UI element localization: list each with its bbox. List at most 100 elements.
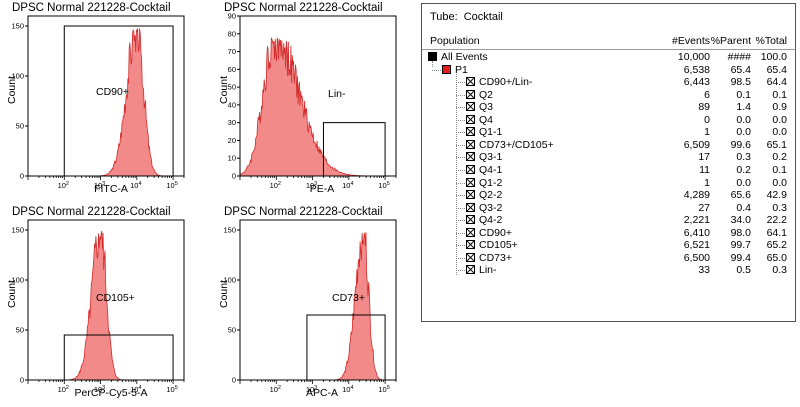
table-row[interactable]: P1 6,538 65.4 65.4 (422, 64, 795, 77)
population-name: Lin- (479, 264, 497, 277)
table-row[interactable]: Q4-1 11 0.2 0.1 (422, 164, 795, 177)
tree-connector (456, 94, 465, 96)
parent-percent-value: 0.2 (736, 163, 751, 176)
x-tick-label: 105 (378, 181, 389, 190)
parent-percent-value: 0.3 (736, 151, 751, 164)
tree-connector (456, 270, 465, 272)
population-hidden-x-icon (466, 252, 475, 262)
total-percent-value: 0.1 (772, 88, 787, 101)
x-tick-label: 104 (342, 385, 353, 394)
population-hidden-x-icon (466, 127, 475, 137)
events-value: 1 (704, 126, 710, 139)
x-tick-label: 105 (166, 385, 177, 394)
tube-label: Tube: (430, 11, 458, 23)
table-row[interactable]: Q4 0 0.0 0.0 (422, 114, 795, 127)
histogram-plot-apc: 0 50 100 150 102 103 104 105 (223, 219, 397, 394)
histogram-area (239, 36, 396, 177)
tree-connector (456, 73, 457, 276)
y-axis-label: Count (218, 75, 231, 105)
population-name: P1 (455, 63, 468, 76)
population-color-black-icon (428, 52, 437, 61)
tube-header: Tube: Cocktail (430, 11, 503, 23)
events-value: 6,443 (683, 76, 710, 89)
histogram-panel-pe: DPSC Normal 221228-Cocktail 0 10 20 30 40 50 6… (212, 0, 412, 203)
parent-percent-value: 65.4 (730, 63, 751, 76)
plot-frame (239, 219, 397, 381)
header-population: Population (430, 35, 480, 47)
table-row[interactable]: Q3-1 17 0.3 0.2 (422, 151, 795, 164)
y-tick-label: 80 (228, 29, 236, 38)
y-tick-label: 30 (228, 118, 236, 127)
parent-percent-value: 1.4 (736, 101, 751, 114)
table-row[interactable]: Q3-2 27 0.4 0.3 (422, 202, 795, 215)
parent-percent-value: 99.4 (730, 251, 751, 264)
gate-label-lin: Lin- (328, 88, 346, 100)
histogram-plot-percp: 0 50 100 150 102 103 104 105 (11, 219, 185, 394)
total-percent-value: 0.9 (772, 101, 787, 114)
histogram-plot-pe: 0 10 20 30 40 50 60 70 80 90 102 103 104 105 (228, 12, 397, 190)
y-tick-label: 0 (20, 376, 24, 385)
table-row[interactable]: Q2 6 0.1 0.1 (422, 89, 795, 102)
header-events: #Events (672, 35, 710, 47)
table-row[interactable]: Q2-2 4,289 65.6 42.9 (422, 189, 795, 202)
table-row[interactable]: CD105+ 6,521 99.7 65.2 (422, 239, 795, 252)
tree-connector (456, 182, 465, 184)
x-tick-label: 102 (270, 385, 281, 394)
table-row[interactable]: All Events 10,000 #### 100.0 (422, 51, 795, 64)
header-total: %Total (755, 35, 787, 47)
y-tick-label: 40 (228, 100, 236, 109)
table-header: Population #Events %Parent %Total (422, 35, 795, 49)
table-row[interactable]: Q1-1 1 0.0 0.0 (422, 126, 795, 139)
table-row[interactable]: Q4-2 2,221 34.0 22.2 (422, 214, 795, 227)
parent-percent-value: 0.0 (736, 113, 751, 126)
population-name: Q3-1 (479, 151, 503, 164)
y-axis-label: Count (6, 75, 19, 105)
gate-bracket (322, 122, 386, 176)
histogram-area (28, 28, 184, 177)
y-tick-label: 0 (232, 376, 236, 385)
x-axis-label: PE-A (309, 183, 335, 195)
tree-connector (456, 144, 465, 146)
table-row[interactable]: CD90+/Lin- 6,443 98.5 64.4 (422, 76, 795, 89)
plot-title: DPSC Normal 221228-Cocktail (224, 2, 383, 14)
population-name: Q4-1 (479, 163, 503, 176)
x-axis-label: APC-A (305, 387, 339, 399)
total-percent-value: 0.3 (772, 264, 787, 277)
table-row[interactable]: CD73+ 6,500 99.4 65.0 (422, 252, 795, 265)
table-row[interactable]: CD90+ 6,410 98.0 64.1 (422, 227, 795, 240)
table-row[interactable]: Q3 89 1.4 0.9 (422, 101, 795, 114)
plot-title: DPSC Normal 221228-Cocktail (224, 206, 383, 218)
population-hidden-x-icon (466, 265, 475, 275)
y-tick-label: 150 (223, 226, 236, 235)
table-row[interactable]: Q1-2 1 0.0 0.0 (422, 177, 795, 190)
parent-percent-value: 0.4 (736, 201, 751, 214)
population-statistics-table: Tube: Cocktail Population #Events %Parent… (421, 3, 796, 322)
gate-bracket (63, 334, 174, 380)
y-tick-label: 0 (20, 172, 24, 181)
plot-title: DPSC Normal 221228-Cocktail (12, 2, 171, 14)
table-row[interactable]: CD73+/CD105+ 6,509 99.6 65.1 (422, 139, 795, 152)
y-tick-label: 50 (16, 122, 24, 131)
parent-percent-value: 99.6 (730, 138, 751, 151)
y-axis-label: Count (6, 279, 19, 309)
events-value: 6,538 (683, 63, 710, 76)
parent-percent-value: 0.0 (736, 126, 751, 139)
x-tick-label: 102 (270, 181, 281, 190)
y-tick-label: 100 (223, 276, 236, 285)
tree-connector (456, 132, 465, 134)
table-row[interactable]: Lin- 33 0.5 0.3 (422, 264, 795, 277)
y-tick-label: 50 (228, 326, 236, 335)
population-hidden-x-icon (466, 114, 475, 124)
population-color-red-icon (442, 64, 451, 74)
y-tick-label: 60 (228, 65, 236, 74)
x-tick-label: 104 (130, 181, 141, 190)
gate-bracket (63, 25, 174, 176)
population-name: All Events (441, 51, 488, 63)
population-name: CD90+ (479, 226, 512, 239)
tree-connector (456, 245, 465, 247)
histogram-area (28, 230, 184, 381)
events-value: 6,521 (683, 239, 710, 252)
tree-connector (432, 61, 433, 67)
population-hidden-x-icon (466, 102, 475, 112)
gate-label-cd90: CD90+ (96, 86, 129, 98)
